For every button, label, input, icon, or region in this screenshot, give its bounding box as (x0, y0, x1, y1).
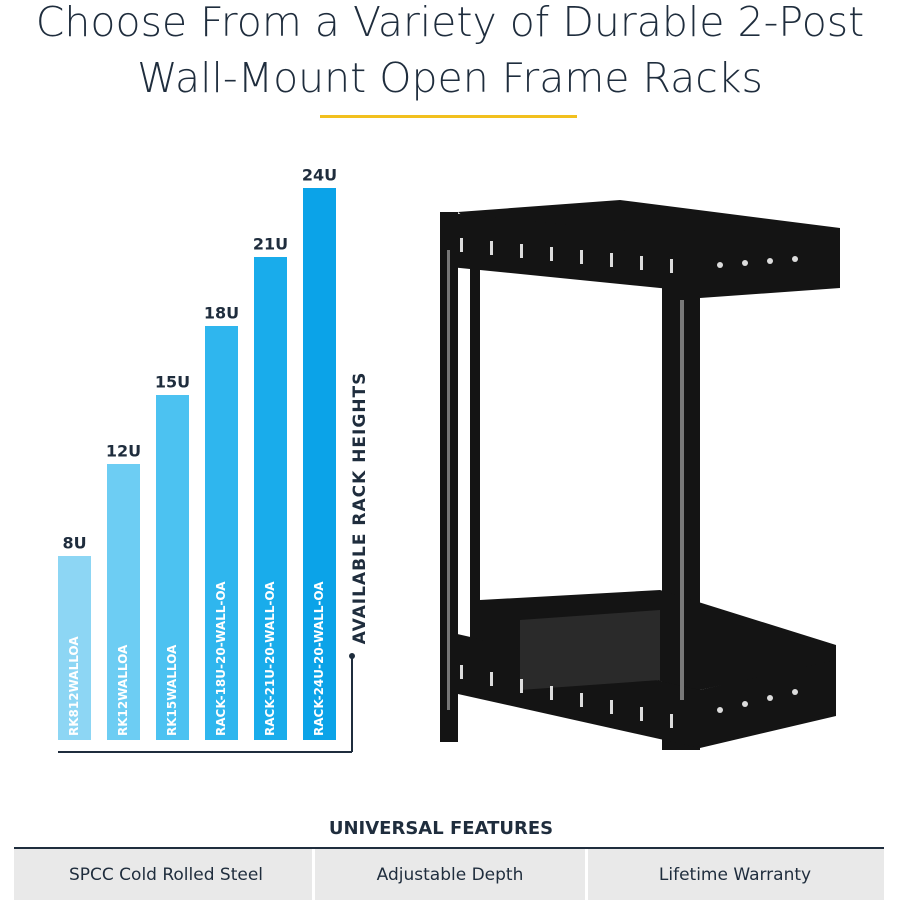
title-underline (320, 115, 577, 118)
bar (303, 188, 336, 740)
bar (205, 326, 238, 740)
bar (107, 464, 140, 740)
separator (585, 849, 588, 900)
category-label: RK15WALLOA (165, 644, 179, 736)
category-label: RK12WALLOA (116, 644, 130, 736)
separator (312, 849, 315, 900)
value-label: 21U (253, 235, 288, 254)
axis-dot (349, 653, 355, 659)
bar (58, 556, 91, 740)
value-label: 12U (106, 442, 141, 461)
category-label: RK812WALLOA (67, 636, 81, 736)
feature: Lifetime Warranty (659, 865, 811, 885)
title-line: Choose From a Variety of Durable 2-Post (36, 0, 864, 46)
value-label: 18U (204, 304, 239, 323)
category-label: RACK-24U-20-WALL-OA (312, 581, 326, 736)
category-label: RACK-21U-20-WALL-OA (263, 581, 277, 736)
value-label: 15U (155, 373, 190, 392)
feature: Adjustable Depth (377, 865, 524, 885)
bar (156, 395, 189, 740)
axis-label: AVAILABLE RACK HEIGHTS (350, 372, 370, 645)
bar (254, 257, 287, 740)
category-label: RACK-18U-20-WALL-OA (214, 581, 228, 736)
rack-image (440, 200, 840, 750)
value-label: 8U (62, 534, 86, 553)
features-row (14, 848, 884, 900)
value-label: 24U (302, 166, 337, 185)
feature: SPCC Cold Rolled Steel (69, 865, 263, 885)
title-line: Wall-Mount Open Frame Racks (137, 54, 763, 102)
features-title: UNIVERSAL FEATURES (329, 818, 553, 839)
bar-group: 8U RK812WALLOA 12U RK12WALLOA 15U RK15WALLOA 1… (58, 166, 337, 740)
